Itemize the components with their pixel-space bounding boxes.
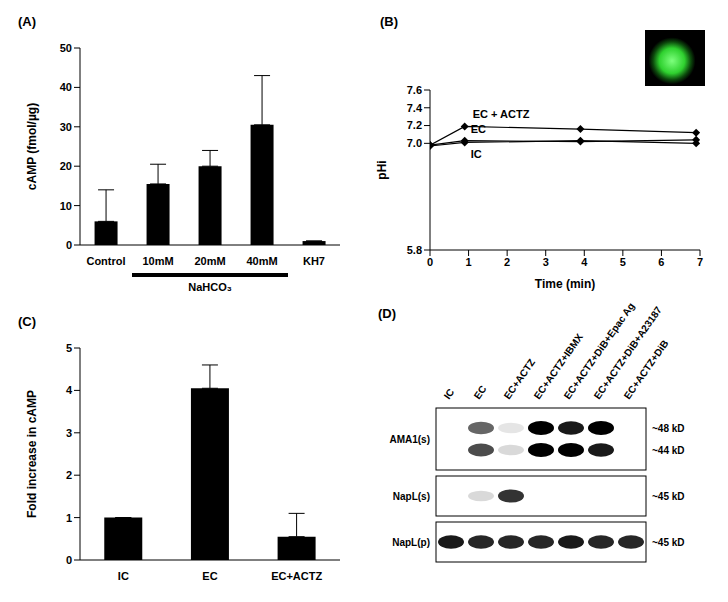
svg-text:4: 4: [581, 256, 588, 268]
svg-text:cAMP (fmol/µg): cAMP (fmol/µg): [25, 103, 39, 190]
svg-text:EC+ACTZ+DiB+Epac Ag: EC+ACTZ+DiB+Epac Ag: [561, 300, 637, 402]
svg-text:3: 3: [543, 256, 549, 268]
svg-text:7.6: 7.6: [407, 84, 422, 96]
svg-text:10: 10: [60, 200, 72, 212]
svg-text:EC+ACTZ: EC+ACTZ: [501, 356, 538, 402]
svg-text:5.8: 5.8: [407, 244, 422, 256]
svg-text:7.4: 7.4: [407, 102, 423, 114]
svg-text:(D): (D): [378, 306, 396, 321]
svg-text:NapL(p): NapL(p): [392, 537, 430, 548]
svg-text:20mM: 20mM: [194, 255, 225, 267]
svg-text:6: 6: [658, 256, 664, 268]
svg-text:7.0: 7.0: [407, 137, 422, 149]
svg-text:IC: IC: [118, 570, 129, 582]
svg-text:~45 kD: ~45 kD: [652, 537, 685, 548]
svg-text:Control: Control: [86, 255, 125, 267]
svg-text:EC+ACTZ+DiB: EC+ACTZ+DiB: [622, 338, 671, 401]
svg-text:7: 7: [697, 256, 703, 268]
svg-text:40mM: 40mM: [246, 255, 277, 267]
svg-text:0: 0: [427, 256, 433, 268]
svg-text:10mM: 10mM: [142, 255, 173, 267]
svg-text:~45 kD: ~45 kD: [652, 491, 685, 502]
html-text:(B): (B): [380, 14, 398, 29]
svg-text:0: 0: [66, 239, 72, 251]
svg-text:EC + ACTZ: EC + ACTZ: [473, 108, 530, 120]
svg-text:~44 kD: ~44 kD: [652, 445, 685, 456]
svg-text:EC+ACTZ+IBMX: EC+ACTZ+IBMX: [531, 331, 585, 402]
svg-text:EC+ACTZ+DiB+A23187: EC+ACTZ+DiB+A23187: [591, 304, 664, 402]
svg-text:0: 0: [66, 554, 72, 566]
svg-text:1: 1: [66, 512, 72, 524]
svg-text:1: 1: [466, 256, 472, 268]
svg-text:NaHCO₃: NaHCO₃: [188, 281, 232, 293]
svg-text:7.2: 7.2: [407, 119, 422, 131]
svg-text:20: 20: [60, 160, 72, 172]
svg-text:IC: IC: [471, 148, 482, 160]
svg-text:AMA1(s): AMA1(s): [389, 434, 430, 445]
html-text:(A): (A): [18, 14, 36, 29]
svg-text:2: 2: [504, 256, 510, 268]
svg-text:50: 50: [60, 42, 72, 54]
svg-text:KH7: KH7: [303, 255, 325, 267]
svg-text:2: 2: [66, 469, 72, 481]
svg-text:EC+ACTZ: EC+ACTZ: [271, 570, 322, 582]
svg-text:30: 30: [60, 121, 72, 133]
svg-text:Time (min): Time (min): [535, 277, 595, 291]
svg-text:EC: EC: [472, 383, 489, 401]
svg-text:EC: EC: [471, 123, 486, 135]
html-text:(C): (C): [18, 314, 36, 329]
svg-text:3: 3: [66, 427, 72, 439]
svg-text:pHi: pHi: [375, 160, 389, 179]
svg-text:5: 5: [620, 256, 626, 268]
svg-text:5: 5: [66, 342, 72, 354]
svg-text:40: 40: [60, 81, 72, 93]
svg-text:~48 kD: ~48 kD: [652, 423, 685, 434]
svg-text:EC: EC: [202, 570, 217, 582]
svg-text:IC: IC: [442, 387, 457, 402]
svg-text:Fold increase in cAMP: Fold increase in cAMP: [25, 390, 39, 518]
svg-text:NapL(s): NapL(s): [393, 491, 430, 502]
svg-text:4: 4: [66, 384, 73, 396]
